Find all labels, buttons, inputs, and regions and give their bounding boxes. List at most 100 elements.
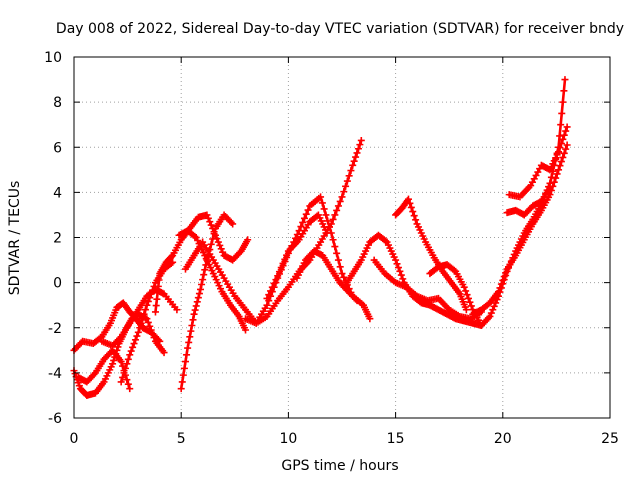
trace-marker: [265, 291, 273, 299]
series-arc-8: [177, 211, 237, 393]
trace-marker: [191, 232, 199, 240]
trace-marker: [207, 221, 215, 229]
trace-marker: [334, 256, 342, 264]
trace-marker: [556, 144, 564, 152]
y-tick-label: 4: [53, 185, 62, 201]
trace-marker: [279, 259, 287, 267]
trace-marker: [129, 343, 137, 351]
x-tick-label: 5: [177, 431, 186, 447]
trace-marker: [331, 211, 339, 219]
data-point: [486, 312, 494, 320]
trace-marker: [406, 199, 414, 207]
trace-marker: [487, 309, 495, 317]
series-trace: [179, 213, 234, 390]
trace-marker: [340, 188, 348, 196]
trace-marker: [393, 260, 401, 268]
trace-marker: [199, 276, 207, 284]
trace-marker: [324, 217, 332, 225]
trace-marker: [136, 324, 144, 332]
trace-marker: [204, 214, 212, 222]
trace-marker: [202, 261, 210, 269]
trace-marker: [302, 210, 310, 218]
trace-marker: [116, 334, 124, 342]
trace-marker: [557, 139, 565, 147]
y-tick-labels: -6 -4 -2 0 2 4 6 8 10: [44, 50, 62, 427]
trace-marker: [497, 280, 505, 288]
trace-marker: [124, 355, 132, 363]
trace-marker: [462, 287, 470, 295]
data-point: [404, 195, 412, 203]
trace-marker: [217, 245, 225, 253]
x-tick-label: 15: [387, 431, 405, 447]
trace-marker: [110, 356, 118, 364]
data-point: [366, 315, 374, 323]
data-point: [317, 193, 325, 201]
trace-marker: [450, 266, 458, 274]
trace-marker: [141, 306, 149, 314]
trace-marker: [336, 263, 344, 271]
trace-marker: [207, 240, 215, 248]
trace-marker: [214, 238, 222, 246]
trace-marker: [144, 318, 152, 326]
trace-marker: [154, 282, 162, 290]
data-point: [126, 351, 134, 359]
trace-marker: [193, 298, 201, 306]
y-tick-label: 0: [53, 276, 62, 292]
trace-marker: [186, 333, 194, 341]
trace-marker: [409, 208, 417, 216]
data-point: [169, 258, 177, 266]
trace-marker: [181, 358, 189, 366]
trace-marker: [216, 241, 224, 249]
trace-marker: [206, 218, 214, 226]
series-arc-19: [503, 184, 554, 219]
trace-marker: [130, 340, 138, 348]
trace-marker: [195, 290, 203, 298]
trace-marker: [219, 248, 227, 256]
data-point: [357, 136, 365, 144]
data-point: [229, 220, 237, 228]
trace-marker: [297, 223, 305, 231]
trace-marker: [275, 268, 283, 276]
trace-marker: [152, 302, 160, 310]
trace-marker: [120, 369, 128, 377]
x-axis-label: GPS time / hours: [281, 458, 398, 474]
data-point: [177, 385, 185, 393]
trace-marker: [336, 197, 344, 205]
trace-marker: [407, 203, 415, 211]
trace-marker: [560, 149, 568, 157]
trace-marker: [399, 275, 407, 283]
trace-marker: [300, 214, 308, 222]
trace-marker: [187, 327, 195, 335]
grid-layer: [74, 57, 610, 418]
trace-marker: [227, 218, 235, 226]
series-arc-9: [181, 136, 365, 327]
trace-marker: [490, 302, 498, 310]
trace-marker: [168, 253, 176, 261]
trace-marker: [562, 127, 570, 135]
trace-marker: [270, 279, 278, 287]
trace-marker: [131, 336, 139, 344]
x-tick-label: 20: [494, 431, 512, 447]
x-tick-labels: 0 5 10 15 20 25: [70, 431, 619, 447]
data-point: [117, 378, 125, 386]
trace-marker: [334, 202, 342, 210]
series-arc-18: [505, 123, 571, 201]
y-tick-label: 6: [53, 140, 62, 156]
trace-marker: [154, 336, 162, 344]
trace-marker: [210, 230, 218, 238]
tick-layer: [73, 56, 611, 419]
trace-marker: [464, 294, 472, 302]
data-point: [323, 229, 331, 237]
x-tick-label: 0: [70, 431, 79, 447]
trace-marker: [153, 295, 161, 303]
trace-marker: [192, 302, 200, 310]
data-point: [563, 123, 571, 131]
trace-marker: [304, 206, 312, 214]
data-point: [126, 385, 134, 393]
trace-marker: [559, 98, 567, 106]
trace-marker: [342, 182, 350, 190]
trace-marker: [209, 235, 217, 243]
trace-marker: [267, 287, 275, 295]
trace-marker: [352, 295, 360, 303]
trace-marker: [559, 135, 567, 143]
